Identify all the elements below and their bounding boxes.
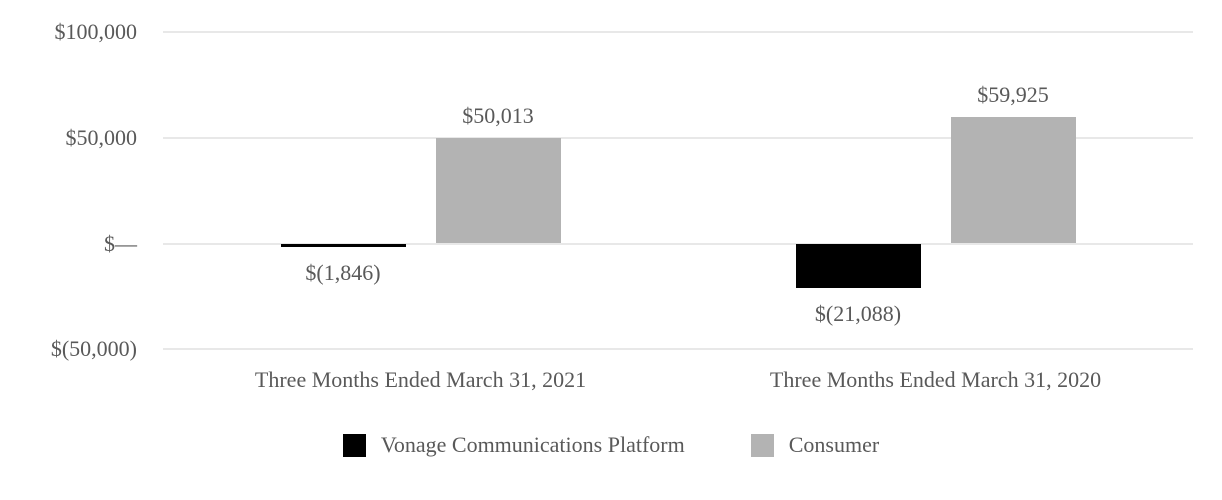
y-axis-tick-label: $— bbox=[104, 230, 137, 256]
gridline bbox=[163, 31, 1193, 34]
bar-consumer-1 bbox=[950, 116, 1076, 244]
gridline bbox=[163, 136, 1193, 139]
chart-legend: Vonage Communications Platform Consumer bbox=[0, 432, 1222, 458]
y-axis-tick-label: $(50,000) bbox=[50, 336, 137, 362]
bar-value-label: $(1,846) bbox=[305, 260, 381, 286]
gridline bbox=[163, 348, 1193, 351]
legend-item-vonage-communications-platform: Vonage Communications Platform bbox=[342, 432, 685, 458]
gridline bbox=[163, 242, 1193, 245]
bar-vonage-1 bbox=[795, 243, 921, 289]
legend-label: Vonage Communications Platform bbox=[380, 432, 685, 457]
legend-label: Consumer bbox=[788, 432, 880, 457]
legend-swatch-black bbox=[342, 433, 366, 457]
y-axis-tick-label: $50,000 bbox=[65, 124, 138, 150]
bar-value-label: $59,925 bbox=[977, 81, 1049, 107]
bar-vonage-0 bbox=[280, 243, 406, 248]
x-axis-category-label-2021: Three Months Ended March 31, 2021 bbox=[254, 367, 587, 392]
legend-swatch-gray bbox=[750, 433, 774, 457]
bar-consumer-0 bbox=[435, 137, 561, 244]
y-axis-tick-label: $100,000 bbox=[54, 19, 138, 45]
legend-item-consumer: Consumer bbox=[750, 432, 880, 458]
bar-value-label: $50,013 bbox=[462, 102, 534, 128]
x-axis-category-label-2020: Three Months Ended March 31, 2020 bbox=[769, 367, 1102, 392]
bar-value-label: $(21,088) bbox=[814, 301, 902, 327]
